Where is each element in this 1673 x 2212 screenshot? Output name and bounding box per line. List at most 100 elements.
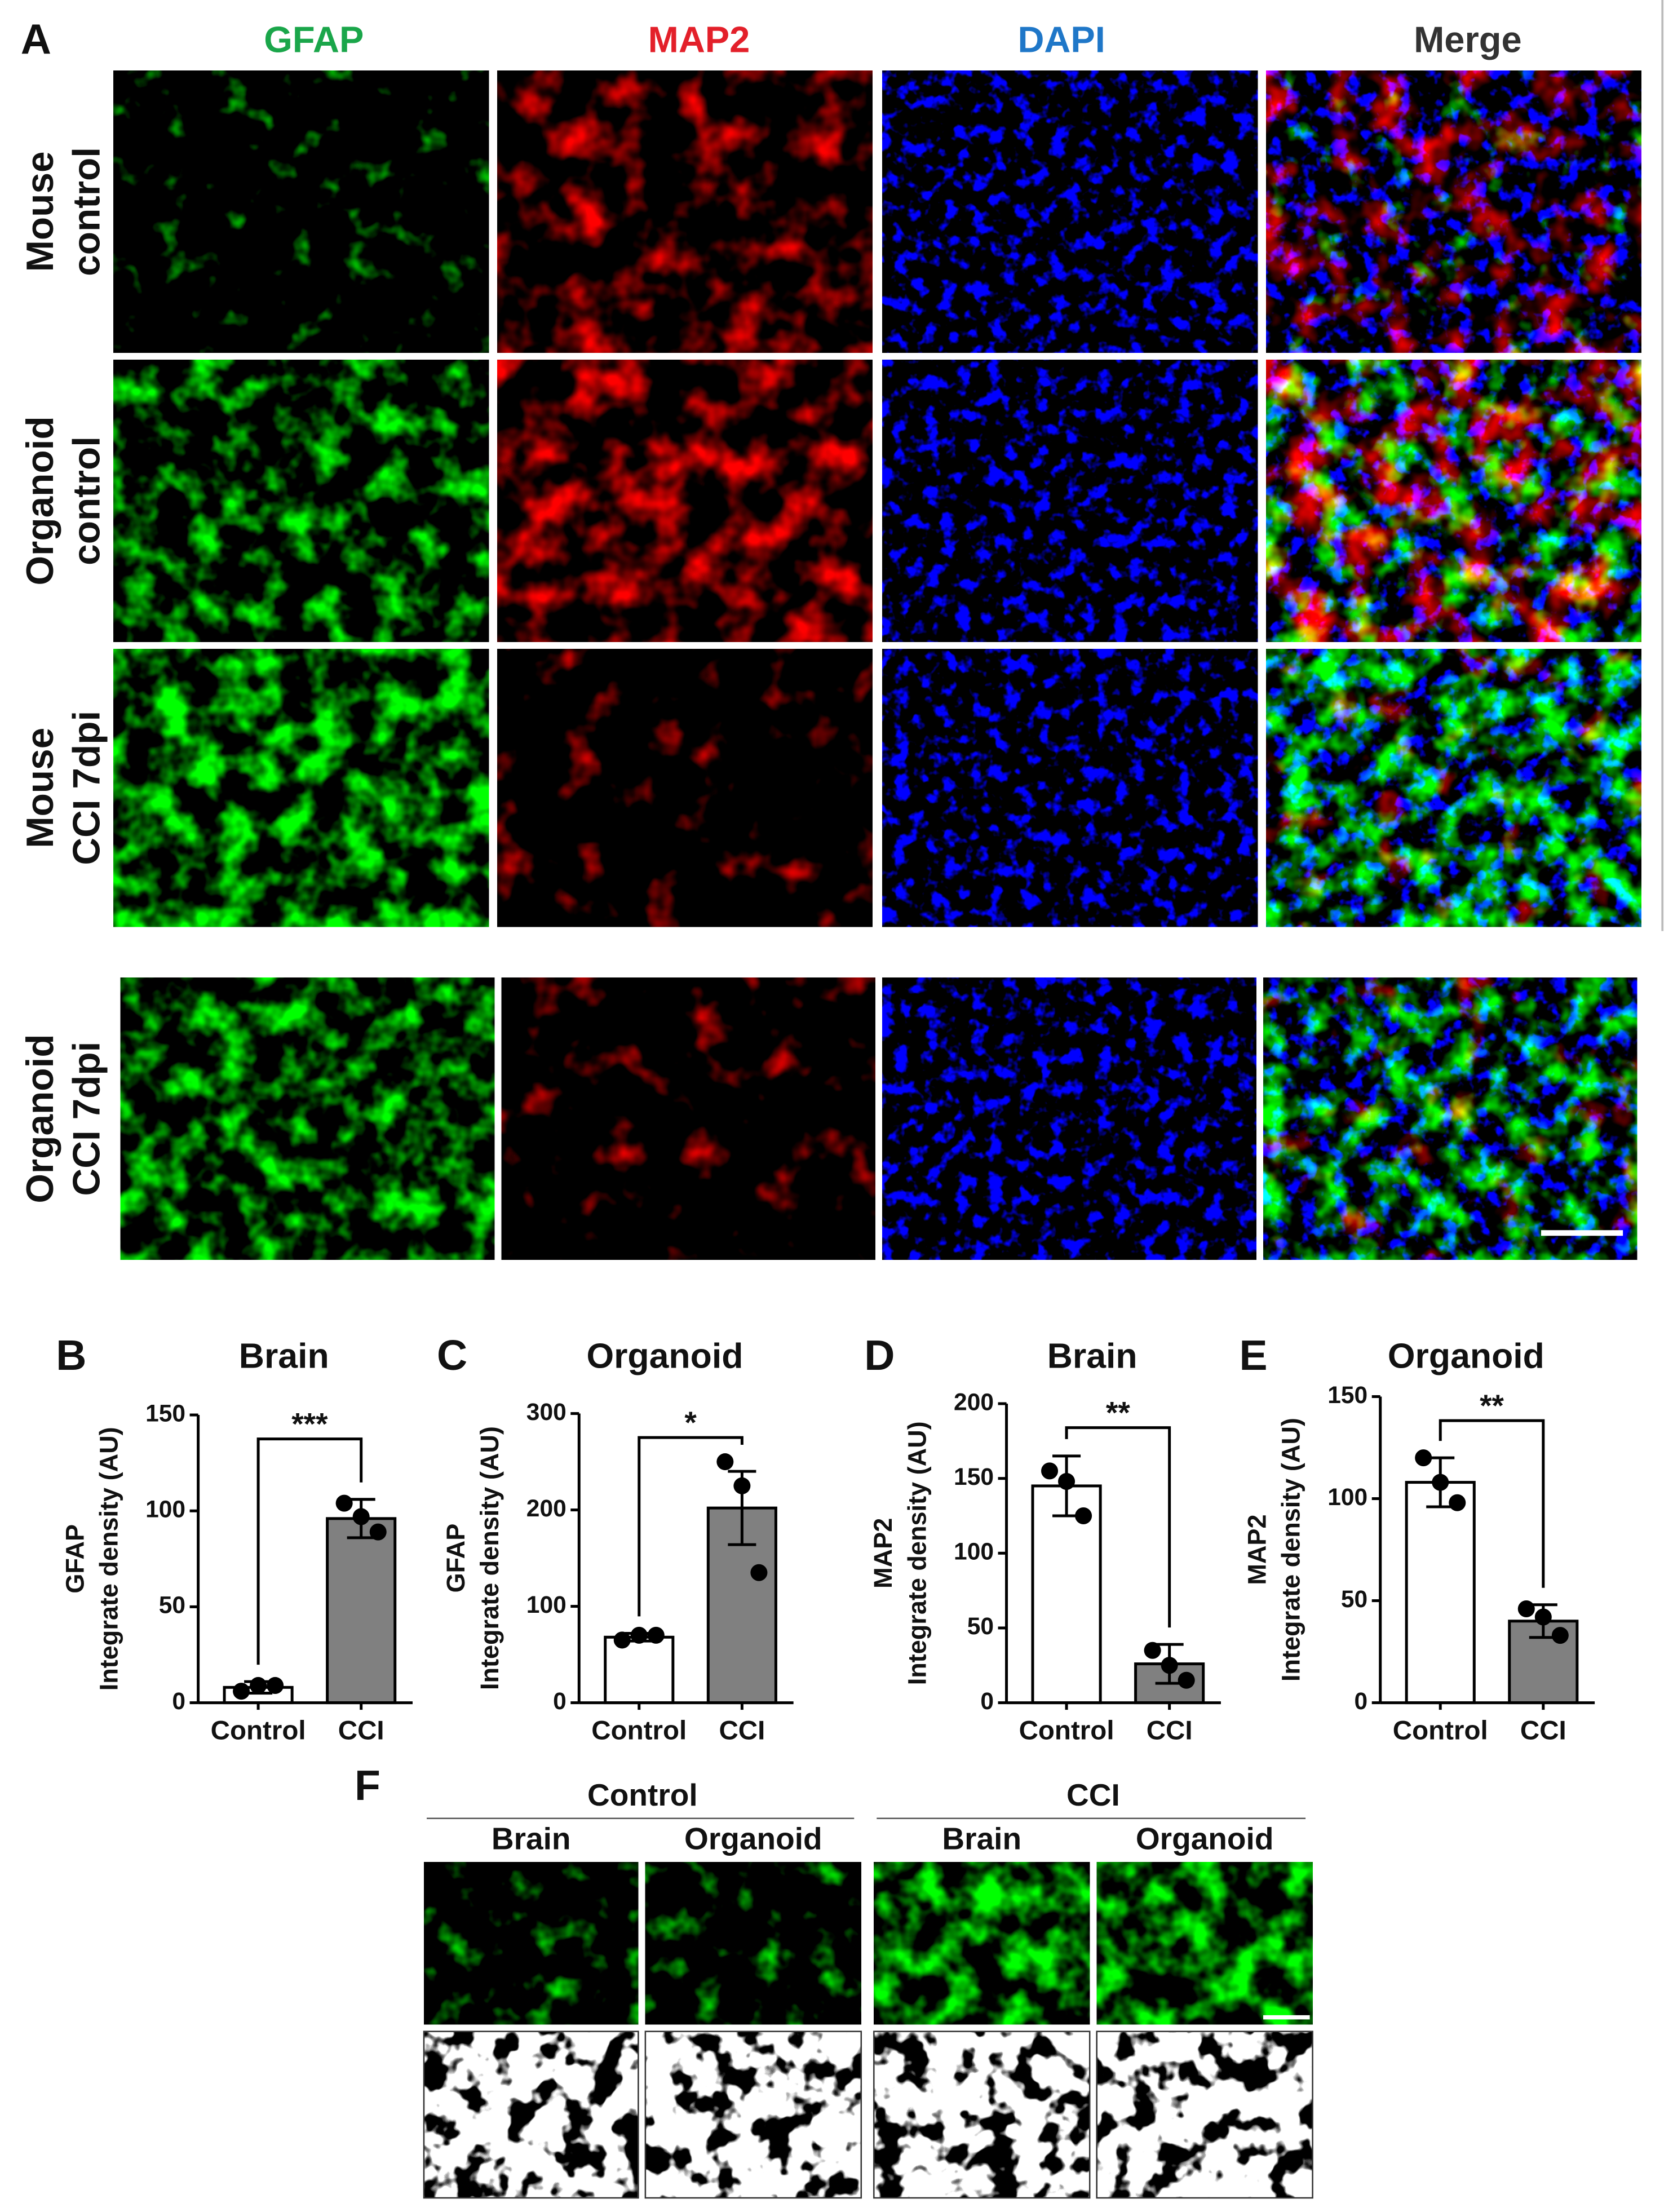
data-point xyxy=(647,1626,665,1644)
significance-bracket xyxy=(638,1436,743,1617)
y-tick-label: 100 xyxy=(954,1538,994,1565)
data-point xyxy=(1041,1462,1059,1480)
y-tick-label: 300 xyxy=(526,1399,566,1426)
y-axis-label: Integrate density (AU) xyxy=(94,1427,123,1691)
micrograph xyxy=(1266,70,1641,353)
micrograph xyxy=(882,649,1258,927)
micrograph xyxy=(424,2031,639,2198)
micrograph xyxy=(497,70,873,353)
group-header: CCI xyxy=(1066,1777,1120,1812)
significance-label: * xyxy=(684,1405,697,1440)
y-tick-label: 0 xyxy=(172,1688,185,1715)
y-tick-label: 150 xyxy=(145,1400,185,1427)
row-label: Mouse xyxy=(19,151,61,272)
row-label: Organoid xyxy=(19,416,61,585)
micrograph xyxy=(113,649,489,927)
row-label: control xyxy=(66,147,108,276)
image-frame xyxy=(873,2030,1091,2199)
bar xyxy=(604,1635,675,1705)
micrograph xyxy=(882,360,1258,642)
x-tick-label: CCI xyxy=(338,1716,384,1746)
row-label: Mouse xyxy=(19,728,61,848)
data-point xyxy=(1178,1671,1195,1689)
micrograph xyxy=(1096,1862,1313,2025)
data-point xyxy=(1432,1474,1449,1491)
significance-bracket xyxy=(1065,1426,1171,1628)
chart-title: Brain xyxy=(239,1336,329,1375)
data-point xyxy=(1161,1657,1178,1674)
micrograph xyxy=(645,2031,861,2198)
panel-label: A xyxy=(21,15,51,63)
y-axis-label: Integrate density (AU) xyxy=(902,1421,931,1685)
bar xyxy=(326,1517,397,1705)
micrograph xyxy=(874,2031,1090,2198)
significance-label: ** xyxy=(1106,1395,1130,1430)
data-point xyxy=(1551,1627,1569,1644)
data-point xyxy=(267,1676,284,1694)
micrograph xyxy=(113,70,489,353)
panel-label: E xyxy=(1239,1331,1267,1379)
y-tick-label: 100 xyxy=(1327,1484,1367,1511)
data-point xyxy=(369,1523,387,1541)
panel-label: F xyxy=(355,1762,380,1809)
image-frame xyxy=(423,2030,639,2199)
micrograph xyxy=(497,360,873,642)
significance-bracket xyxy=(256,1437,363,1665)
significance-bracket xyxy=(1439,1419,1545,1588)
y-tick-label: 200 xyxy=(526,1495,566,1522)
chart-title: Organoid xyxy=(586,1336,743,1375)
row-label: control xyxy=(66,436,108,565)
image-frame xyxy=(1096,2030,1313,2199)
data-point xyxy=(613,1631,631,1649)
data-point xyxy=(733,1477,751,1494)
data-point xyxy=(750,1564,768,1581)
y-tick-label: 150 xyxy=(1327,1382,1367,1409)
panel-label: B xyxy=(56,1331,86,1379)
panel-label: C xyxy=(437,1331,467,1379)
y-tick-label: 0 xyxy=(980,1688,994,1715)
micrograph xyxy=(882,70,1258,353)
x-tick-label: Control xyxy=(591,1716,687,1746)
y-tick-label: 0 xyxy=(553,1688,566,1715)
column-header: Organoid xyxy=(1136,1821,1274,1856)
significance-label: *** xyxy=(291,1406,328,1441)
image-frame xyxy=(644,2030,862,2199)
y-tick-label: 100 xyxy=(145,1496,185,1523)
micrograph xyxy=(120,977,495,1260)
x-tick-label: CCI xyxy=(1520,1716,1566,1746)
data-point xyxy=(1058,1472,1076,1490)
y-axis-label: Integrate density (AU) xyxy=(1276,1418,1305,1682)
row-label: CCI 7dpi xyxy=(66,711,108,865)
data-point xyxy=(250,1676,267,1694)
y-axis-label: GFAP xyxy=(60,1524,89,1594)
data-point xyxy=(335,1494,353,1512)
y-axis-label: MAP2 xyxy=(869,1518,897,1589)
data-point xyxy=(233,1683,250,1700)
micrograph xyxy=(1266,360,1641,642)
y-tick-label: 50 xyxy=(159,1592,185,1619)
y-tick-label: 50 xyxy=(967,1613,994,1640)
y-tick-label: 200 xyxy=(954,1388,994,1415)
micrograph xyxy=(113,360,489,642)
y-tick-label: 0 xyxy=(1355,1688,1368,1715)
micrograph xyxy=(882,977,1256,1260)
row-label: CCI 7dpi xyxy=(66,1042,108,1196)
micrograph xyxy=(1263,977,1637,1260)
y-axis-label: MAP2 xyxy=(1242,1514,1271,1585)
x-tick-label: Control xyxy=(1393,1716,1488,1746)
panel-label: D xyxy=(864,1331,895,1379)
micrograph xyxy=(645,1862,861,2025)
chart-title: Organoid xyxy=(1388,1336,1544,1375)
micrograph xyxy=(501,977,875,1260)
bar xyxy=(1405,1481,1476,1705)
data-point xyxy=(630,1626,648,1644)
significance-label: ** xyxy=(1480,1388,1504,1423)
column-header: Brain xyxy=(942,1821,1021,1856)
micrograph xyxy=(424,1862,639,2025)
x-tick-label: CCI xyxy=(719,1716,765,1746)
y-tick-label: 100 xyxy=(526,1591,566,1618)
y-axis-label: GFAP xyxy=(441,1524,470,1593)
y-tick-label: 50 xyxy=(1341,1586,1367,1613)
y-axis-label: Integrate density (AU) xyxy=(475,1426,504,1690)
